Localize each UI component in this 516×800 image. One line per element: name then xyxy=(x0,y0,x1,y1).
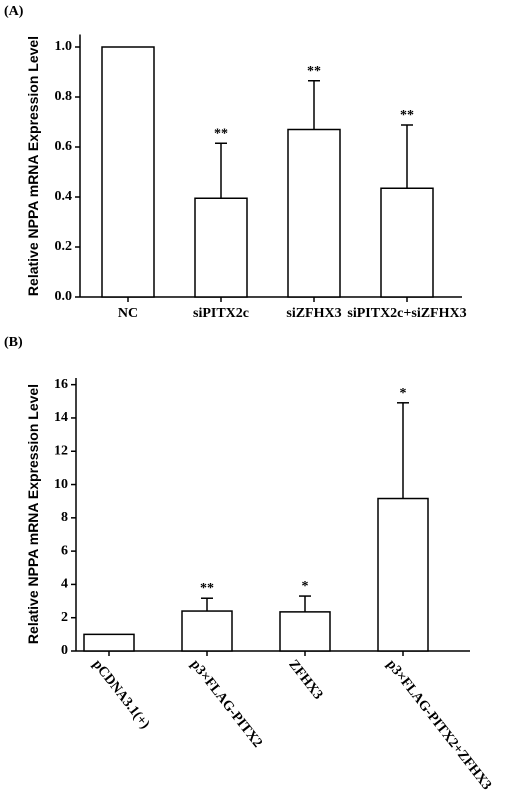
y-tick-label: 1.0 xyxy=(55,39,73,54)
y-tick-label: 0.6 xyxy=(55,139,73,154)
significance: ** xyxy=(200,581,214,596)
y-tick-label: 8 xyxy=(61,510,68,525)
y-tick-label: 12 xyxy=(54,443,68,458)
x-tick-label: siPITX2c+siZFHX3 xyxy=(347,306,466,321)
x-tick-label: p3×FLAG-PITX2+ZFHX3 xyxy=(383,657,494,793)
error-bar xyxy=(215,142,227,199)
y-tick-label: 6 xyxy=(61,543,68,558)
y-axis-title: Relative NPPA mRNA Expression Level xyxy=(25,36,41,296)
significance: ** xyxy=(307,64,321,79)
y-tick-label: 0.0 xyxy=(55,289,73,304)
bar xyxy=(279,611,331,652)
bar xyxy=(181,610,233,652)
error-bar xyxy=(201,597,213,612)
error-bar xyxy=(397,402,409,499)
x-tick-label: siZFHX3 xyxy=(286,306,341,321)
y-tick-label: 0.4 xyxy=(55,189,73,204)
y-tick-label: 14 xyxy=(54,410,68,425)
bar xyxy=(380,187,434,298)
x-tick-label: siPITX2c xyxy=(193,306,249,321)
error-bar xyxy=(299,595,311,612)
significance: * xyxy=(302,579,309,594)
y-tick-label: 16 xyxy=(54,377,68,392)
bar xyxy=(83,633,135,652)
x-tick-label: p3×FLAG-PITX2 xyxy=(187,657,265,750)
x-tick-label: ZFHX3 xyxy=(285,657,325,702)
bar xyxy=(287,128,341,298)
significance: ** xyxy=(214,126,228,141)
y-axis-title: Relative NPPA mRNA Expression Level xyxy=(25,384,41,644)
error-bar xyxy=(308,80,320,130)
bar xyxy=(377,497,429,652)
y-tick-label: 0.2 xyxy=(55,239,73,254)
significance: * xyxy=(400,386,407,401)
error-bar xyxy=(401,124,413,189)
y-tick-label: 0.8 xyxy=(55,89,73,104)
x-tick-label: NC xyxy=(118,306,138,321)
panel-label: (A) xyxy=(4,4,24,19)
y-tick-label: 4 xyxy=(61,577,68,592)
bar xyxy=(101,46,155,298)
panel-label: (B) xyxy=(4,335,23,350)
y-tick-label: 2 xyxy=(61,610,68,625)
y-tick-label: 10 xyxy=(54,477,68,492)
x-tick-label: pCDNA3.1(+) xyxy=(89,657,152,732)
y-tick-label: 0 xyxy=(61,643,68,658)
significance: ** xyxy=(400,108,414,123)
bar xyxy=(194,197,248,298)
